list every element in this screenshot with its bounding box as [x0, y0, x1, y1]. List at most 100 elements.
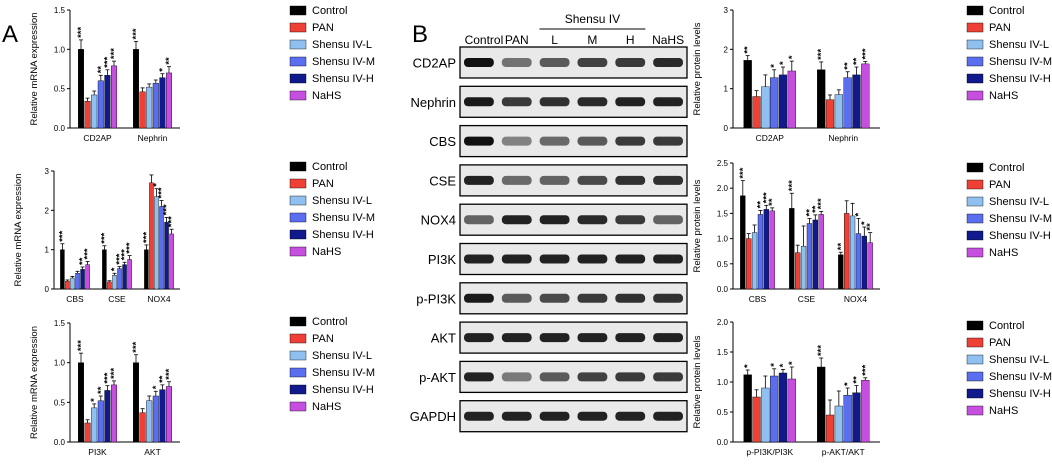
band — [501, 293, 532, 303]
y-tick-label: 2.0 — [717, 184, 729, 193]
significance-label: *** — [860, 364, 871, 375]
blot-row: p-AKT — [419, 360, 688, 394]
bar-b2-0-1 — [746, 238, 752, 290]
significance-label: * — [769, 363, 780, 367]
significance-label: * — [157, 68, 168, 72]
bar-a1-0-5 — [110, 65, 117, 129]
bar-a2-2-5 — [169, 233, 174, 290]
legend-label: Shensu IV-L — [989, 39, 1049, 51]
band — [577, 175, 608, 185]
significance-label: * — [151, 183, 162, 187]
protein-label: p-AKT — [419, 370, 456, 385]
y-tick-label: 0.5 — [717, 408, 729, 417]
bar-b2-0-4 — [763, 209, 769, 290]
legend-swatch — [289, 22, 307, 33]
y-tick-label: 0.5 — [54, 398, 66, 407]
band — [464, 372, 494, 382]
legend-swatch — [289, 384, 307, 395]
bar-b2-1-3 — [806, 223, 813, 290]
chart-b2: 0.0 0.5 1.0 1.5 2.0 2.5 Relative protein level… — [692, 159, 880, 304]
legend-label: NaHS — [989, 405, 1018, 417]
bar-b3-0-2 — [761, 387, 770, 443]
blot-row: Nephrin — [410, 85, 688, 118]
protein-label: CSE — [429, 173, 456, 188]
legend-swatch — [289, 350, 307, 361]
significance-label: *** — [816, 345, 827, 356]
bar-a1-0-3 — [97, 80, 104, 129]
bar-a2-0-2 — [70, 277, 75, 290]
significance-label: *** — [131, 341, 142, 352]
y-axis-label: Relative protein levels — [692, 179, 703, 272]
blot-frame — [459, 203, 688, 236]
blot-frame — [459, 321, 688, 354]
legend-label: Shensu IV-L — [312, 350, 372, 362]
x-tick-label: CSE — [798, 294, 816, 304]
y-tick-label: 2 — [724, 45, 729, 54]
bar-b2-0-3 — [757, 214, 764, 290]
bar-a2-1-4 — [122, 264, 127, 290]
bar-a3-1-3 — [152, 395, 159, 443]
bar-b1-0-4 — [778, 74, 788, 129]
bar-a1-0-4 — [104, 75, 111, 129]
band — [577, 333, 608, 343]
significance-label: ** — [865, 223, 876, 231]
band — [501, 411, 532, 421]
significance-label: *** — [164, 368, 175, 379]
y-tick-label: 1 — [45, 246, 50, 255]
significance-label: *** — [76, 340, 87, 351]
significance-label: * — [787, 361, 798, 365]
bar-a1-1-0 — [132, 49, 139, 129]
legend-label: Shensu IV-H — [312, 73, 374, 85]
bar-a1-1-2 — [146, 86, 153, 129]
band — [577, 215, 608, 225]
legend-swatch — [289, 39, 307, 50]
significance-label: *** — [83, 248, 94, 259]
bar-b2-1-4 — [812, 219, 818, 290]
bar-a1-0-1 — [84, 101, 91, 129]
band — [539, 215, 570, 225]
bar-b1-1-0 — [817, 69, 826, 129]
blot-frame — [459, 400, 688, 433]
legend-label: Control — [989, 5, 1024, 17]
legend: Control PAN Shensu IV-L Shensu IV-M Shensu I… — [289, 316, 375, 413]
protein-label: p-PI3K — [416, 291, 456, 306]
legend-label: Shensu IV-L — [312, 39, 372, 51]
legend-swatch — [289, 246, 307, 257]
band — [653, 372, 683, 382]
band — [539, 411, 570, 421]
significance-label: *** — [109, 48, 120, 59]
legend-swatch — [966, 196, 984, 207]
legend-label: NaHS — [312, 246, 341, 258]
legend-swatch — [966, 388, 984, 399]
y-axis-label: Relative protein levels — [692, 22, 703, 115]
bar-a2-2-0 — [144, 249, 149, 290]
band — [577, 372, 608, 382]
band — [539, 175, 570, 185]
band — [615, 58, 646, 67]
legend-label: PAN — [312, 22, 334, 34]
bar-b3-0-4 — [778, 372, 788, 443]
bar-a3-1-5 — [165, 386, 172, 443]
y-tick-label: 1 — [724, 85, 729, 94]
legend-swatch — [289, 178, 307, 189]
legend-swatch — [289, 90, 307, 101]
legend-swatch — [966, 230, 984, 241]
significance-label: *** — [167, 216, 178, 227]
significance-label: * — [778, 363, 789, 367]
band — [653, 97, 683, 107]
band — [653, 293, 683, 303]
blot-frame — [459, 164, 688, 197]
band — [539, 293, 570, 303]
legend-label: Shensu IV-H — [989, 388, 1051, 400]
bar-a3-0-0 — [77, 362, 84, 443]
band — [464, 333, 494, 343]
legend-swatch — [289, 333, 307, 344]
significance-label: *** — [57, 230, 68, 241]
band — [577, 254, 608, 264]
band — [653, 411, 683, 421]
bar-a2-0-4 — [80, 269, 85, 290]
band — [653, 215, 683, 225]
band — [615, 97, 646, 107]
significance-label: *** — [157, 187, 168, 198]
band — [653, 333, 683, 343]
